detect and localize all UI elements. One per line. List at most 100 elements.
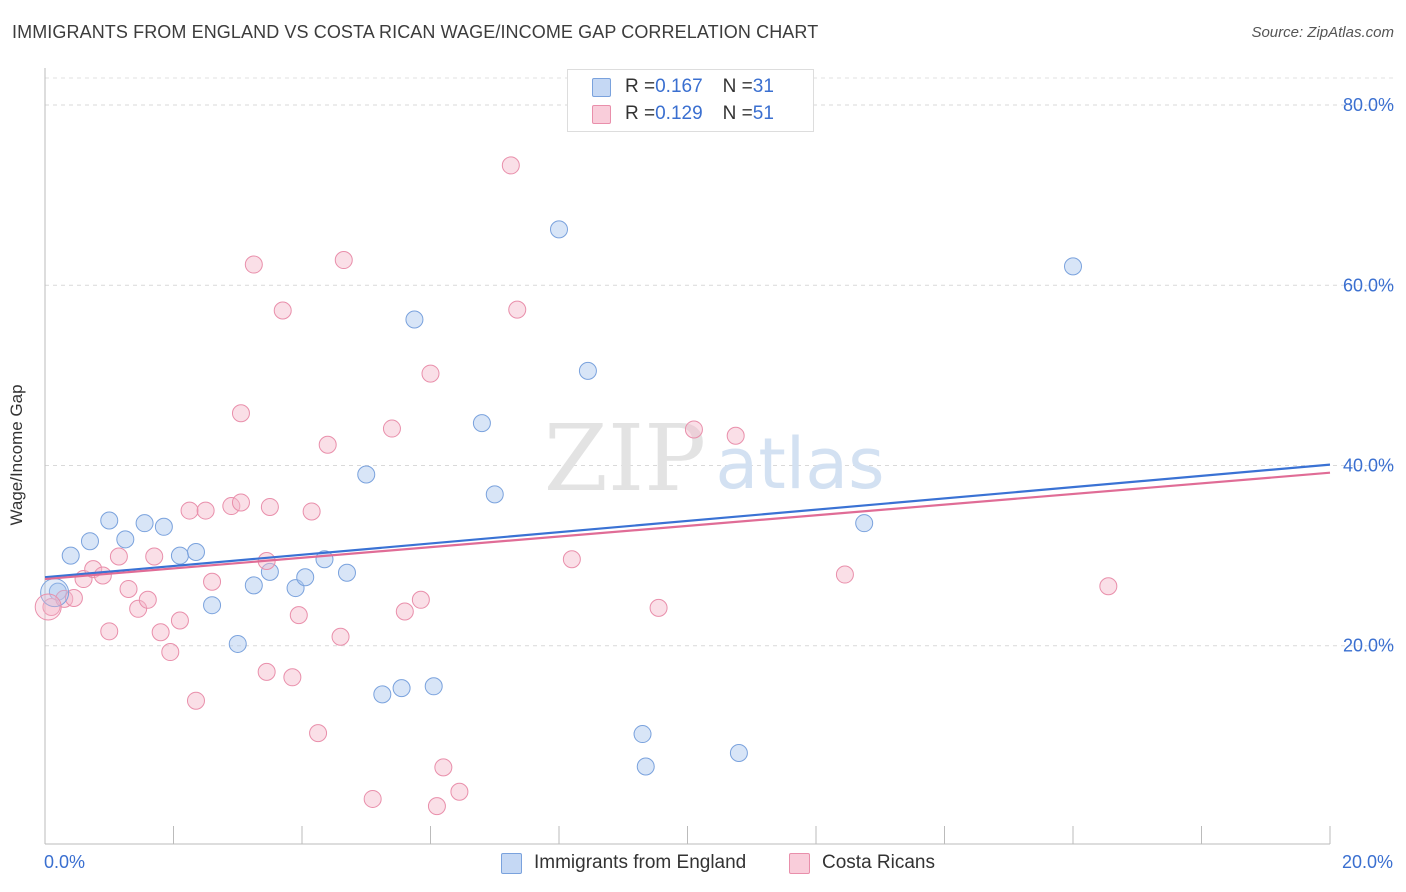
costa-rica-point [231, 404, 250, 423]
costa-rica-point [64, 588, 83, 607]
costa-rica-point [649, 598, 668, 617]
n-value: 51 [752, 103, 774, 124]
costa-rica-point [395, 602, 414, 621]
legend-item-costa-rica[interactable]: Costa Ricans [789, 852, 935, 874]
data-points [34, 156, 1118, 816]
costa-rica-point [257, 662, 276, 681]
costa-rica-point [508, 300, 527, 319]
england-point [472, 414, 491, 433]
england-point [405, 310, 424, 329]
england-point [357, 465, 376, 484]
y-tick-label: 80.0% [1343, 95, 1394, 115]
england-point [636, 757, 655, 776]
costa-rica-point [170, 611, 189, 630]
costa-rica-point [196, 501, 215, 520]
england-point [80, 532, 99, 551]
source-label: Source: ZipAtlas.com [1251, 24, 1394, 41]
england-point [855, 514, 874, 533]
costa-rica-point [129, 599, 148, 618]
y-tick-label: 60.0% [1343, 275, 1394, 295]
england-legend-swatch [501, 852, 522, 874]
n-label: N = [722, 76, 753, 97]
y-tick-label: 20.0% [1343, 636, 1394, 656]
costa-rica-point [180, 501, 199, 520]
costa-rica-point [835, 565, 854, 584]
costa-rica-point [1099, 577, 1118, 596]
costa-rica-point [562, 550, 581, 569]
costa-rica-point [434, 758, 453, 777]
n-label: N = [722, 103, 753, 124]
costa-rica-point [309, 724, 328, 743]
england-point [61, 546, 80, 565]
costa-rica-point [231, 493, 250, 512]
costa-rica-point [450, 782, 469, 801]
costa-rica-swatch [592, 104, 611, 124]
chart-title: IMMIGRANTS FROM ENGLAND VS COSTA RICAN W… [12, 22, 819, 42]
costa-rica-point [382, 419, 401, 438]
england-swatch [592, 77, 611, 97]
england-point [550, 220, 568, 239]
x-tick-max: 20.0% [1341, 852, 1393, 872]
costa-rica-point [100, 622, 119, 641]
england-point [485, 485, 504, 504]
costa-rica-point [501, 156, 520, 175]
costa-rica-point [684, 420, 703, 439]
england-point [633, 725, 652, 744]
costa-rica-point [421, 364, 440, 383]
england-point [578, 361, 597, 380]
costa-rica-point [222, 497, 241, 516]
england-point [296, 568, 315, 587]
england-point [729, 743, 748, 762]
costa-rica-point [318, 435, 337, 454]
england-point [203, 596, 222, 615]
r-value: 0.129 [655, 103, 703, 124]
england-point [100, 511, 119, 530]
costa-rica-point [726, 426, 745, 445]
england-point [337, 563, 356, 582]
costa-rica-point [427, 797, 446, 816]
watermark: ZIP atlas [544, 405, 885, 512]
series-legend: Immigrants from England Costa Ricans [0, 852, 1406, 878]
costa-rica-point [151, 623, 170, 642]
axes [44, 68, 1331, 845]
y-tick-labels: 20.0% 40.0% 60.0% 80.0% [1343, 95, 1394, 656]
costa-rica-point [42, 597, 61, 616]
costa-rica-point [334, 251, 353, 270]
costa-rica-point [411, 590, 430, 609]
costa-rica-legend-swatch [789, 852, 810, 874]
y-tick-label: 40.0% [1343, 456, 1394, 476]
costa-rica-point-large [34, 593, 62, 621]
costa-rica-point [244, 255, 263, 274]
watermark-zip: ZIP [544, 405, 706, 512]
trend-lines [44, 463, 1331, 581]
r-value: 0.167 [655, 76, 703, 97]
costa-rica-point [186, 691, 205, 710]
costa-rica-point [145, 547, 164, 566]
england-trend-line [44, 463, 1331, 579]
costa-rica-point [283, 668, 302, 687]
costa-rica-point [273, 301, 292, 320]
legend-item-england[interactable]: Immigrants from England [501, 852, 746, 874]
costa-rica-point [138, 590, 157, 609]
england-point [424, 677, 443, 696]
costa-rica-point [119, 579, 138, 598]
england-point [228, 634, 247, 653]
england-point [244, 576, 263, 595]
england-point [392, 679, 411, 698]
costa-rica-point [260, 497, 279, 516]
costa-rica-legend-label: Costa Ricans [822, 852, 935, 873]
england-points [48, 220, 1082, 776]
r-label: R = [625, 76, 656, 97]
costa-rica-point [331, 627, 350, 646]
n-value: 31 [752, 76, 774, 97]
costa-rica-trend-line [44, 471, 1331, 581]
england-point [186, 543, 205, 562]
england-point [48, 582, 67, 601]
costa-rica-point [302, 502, 321, 521]
x-tick-min: 0.0% [44, 852, 86, 872]
costa-rica-point [161, 643, 180, 662]
england-point [170, 546, 189, 565]
costa-rica-point [203, 572, 222, 591]
costa-rica-point [109, 547, 128, 566]
